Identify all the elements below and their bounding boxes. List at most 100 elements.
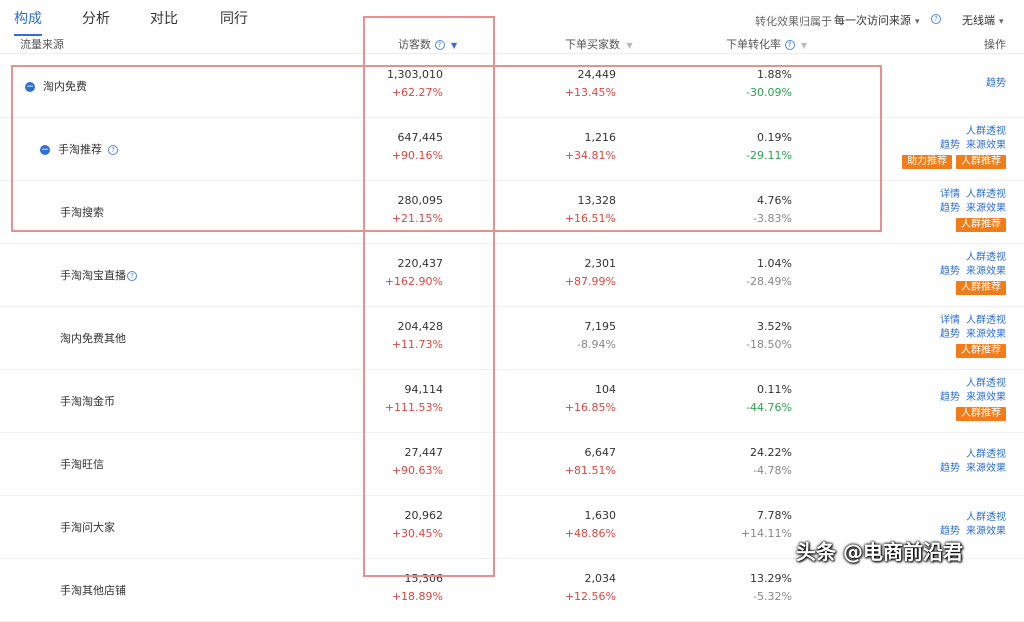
buyers-change: +81.51% [564,464,616,477]
visitors-value: 15,306 [404,572,444,585]
action-link[interactable]: 趋势 [940,329,960,340]
conv-value: 7.78% [757,509,792,522]
action-link[interactable]: 来源效果 [966,266,1006,277]
tab-analysis[interactable]: 分析 [82,11,110,27]
row-actions: 人群透视 趋势 来源效果 [934,511,1006,539]
buyers-value: 1,216 [584,131,617,144]
row-actions: 详情 人群透视 趋势 来源效果人群推荐 [934,314,1006,358]
device-select[interactable]: 无线端 ▾ [962,12,1004,28]
action-link[interactable]: 来源效果 [966,463,1006,474]
action-button[interactable]: 人群推荐 [956,407,1006,421]
source-label: 手淘其他店铺 [60,584,126,597]
header-buyers[interactable]: 下单买家数 ▼ [565,36,633,52]
visitors-value: 220,437 [397,257,444,270]
action-link[interactable]: 来源效果 [966,140,1006,151]
buyers-value: 104 [595,383,616,396]
tab-peers[interactable]: 同行 [220,11,248,27]
action-link[interactable]: 详情 [940,315,960,326]
attribution-select-value: 每一次访问来源 [834,14,911,27]
conv-value: 1.04% [757,257,792,270]
action-link[interactable]: 趋势 [940,526,960,537]
action-button[interactable]: 助力推荐 [902,155,952,169]
conv-change: -5.32% [753,590,792,603]
buyers-change: +87.99% [564,275,616,288]
row-actions: 趋势 [980,77,1006,91]
buyers-value: 7,195 [584,320,617,333]
visitors-change: +90.63% [391,464,443,477]
header-conversion[interactable]: 下单转化率 ? ▼ [726,36,807,52]
action-link[interactable]: 人群透视 [966,512,1006,523]
sort-icon[interactable]: ▼ [626,41,633,50]
action-link[interactable]: 来源效果 [966,392,1006,403]
action-link[interactable]: 趋势 [940,203,960,214]
visitors-change: +111.53% [384,401,443,414]
help-icon[interactable]: ? [784,40,795,50]
buyers-value: 6,647 [584,446,617,459]
action-button[interactable]: 人群推荐 [956,218,1006,232]
help-icon[interactable]: ? [434,40,445,50]
header-source: 流量来源 [20,38,64,51]
row-actions: 人群透视 趋势 来源效果人群推荐 [934,377,1006,421]
header-visitors[interactable]: 访客数 ? ▼ [398,36,457,52]
attribution-select[interactable]: 每一次访问来源 ▾ [834,12,920,28]
row-actions: 人群透视 趋势 来源效果助力推荐 人群推荐 [898,125,1006,169]
active-tab-indicator [14,34,42,36]
collapse-icon[interactable]: − [25,82,35,92]
source-cell: − 手淘推荐? [40,141,118,157]
action-link[interactable]: 趋势 [940,266,960,277]
top-bar: 构成 分析 对比 同行 转化效果归属于 每一次访问来源 ▾ ? 无线端 ▾ [0,0,1024,38]
conv-value: 3.52% [757,320,792,333]
action-link[interactable]: 人群透视 [966,449,1006,460]
visitors-value: 204,428 [397,320,444,333]
tab-comparison[interactable]: 对比 [150,11,178,27]
help-icon[interactable]: ? [931,14,941,24]
action-link[interactable]: 趋势 [986,78,1006,89]
visitors-change: +30.45% [391,527,443,540]
chevron-down-icon: ▾ [915,17,920,27]
visitors-change: +62.27% [391,86,443,99]
source-cell: 手淘淘金币 [60,393,115,409]
conv-change: -3.83% [753,212,792,225]
visitors-change: +18.89% [391,590,443,603]
visitors-change: +162.90% [384,275,443,288]
table-row: 淘内免费其他 204,428 +11.73% 7,195 -8.94% 3.52% -18.… [0,307,1024,370]
device-select-value: 无线端 [962,14,995,27]
action-link[interactable]: 来源效果 [966,526,1006,537]
header-visitors-label: 访客数 [398,38,431,51]
action-link[interactable]: 人群透视 [966,252,1006,263]
attribution-label: 转化效果归属于 [755,15,832,28]
collapse-icon[interactable]: − [40,145,50,155]
action-link[interactable]: 趋势 [940,463,960,474]
help-icon[interactable]: ? [108,145,118,155]
visitors-value: 1,303,010 [387,68,443,81]
source-cell: 手淘旺信 [60,456,104,472]
buyers-change: +16.51% [564,212,616,225]
source-cell: 手淘搜索 [60,204,104,220]
action-button[interactable]: 人群推荐 [956,155,1006,169]
conv-value: 4.76% [757,194,792,207]
action-link[interactable]: 人群透视 [966,315,1006,326]
source-label: 淘内免费其他 [60,332,126,345]
action-link[interactable]: 人群透视 [966,378,1006,389]
conv-value: 24.22% [750,446,792,459]
action-link[interactable]: 来源效果 [966,203,1006,214]
action-link[interactable]: 趋势 [940,140,960,151]
conv-value: 0.19% [757,131,792,144]
sort-desc-icon[interactable]: ▼ [451,41,458,50]
action-link[interactable]: 人群透视 [966,189,1006,200]
source-label: 手淘淘金币 [60,395,115,408]
table-row: 手淘旺信 27,447 +90.63% 6,647 +81.51% 24.22% -4.78… [0,433,1024,496]
row-actions: 人群透视 趋势 来源效果人群推荐 [934,251,1006,295]
help-icon[interactable]: ? [127,271,137,281]
action-link[interactable]: 来源效果 [966,329,1006,340]
tab-composition[interactable]: 构成 [14,11,42,27]
buyers-value: 13,328 [577,194,617,207]
action-link[interactable]: 趋势 [940,392,960,403]
action-link[interactable]: 详情 [940,189,960,200]
action-button[interactable]: 人群推荐 [956,344,1006,358]
visitors-value: 647,445 [397,131,444,144]
action-link[interactable]: 人群透视 [966,126,1006,137]
sort-icon[interactable]: ▼ [801,41,808,50]
action-button[interactable]: 人群推荐 [956,281,1006,295]
visitors-change: +90.16% [391,149,443,162]
